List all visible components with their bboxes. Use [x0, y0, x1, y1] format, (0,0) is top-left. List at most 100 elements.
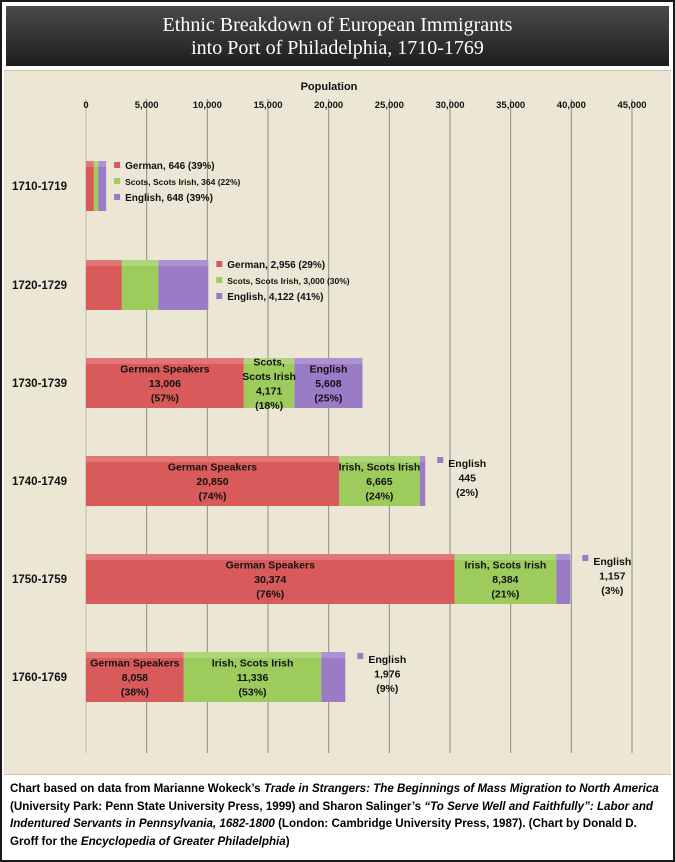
- footnote-title-3: Encyclopedia of Greater Philadelphia: [80, 834, 286, 848]
- bar-highlight: [86, 456, 426, 462]
- data-label: 13,006: [149, 378, 181, 390]
- footnote-title-1: Trade in Strangers: The Beginnings of Ma…: [263, 782, 659, 795]
- bar-segment-german: [86, 456, 339, 506]
- chart-svg: Population 0 5,000 10,000 15,000 20,000 25,000…: [12, 81, 647, 753]
- data-label: Scots Irish: [242, 371, 296, 383]
- bar-segment-scots-irish: [93, 161, 99, 211]
- category-label: 1750-1759: [12, 574, 67, 586]
- data-label: German Speakers: [120, 364, 209, 376]
- bar-highlight: [86, 358, 363, 364]
- chart-title-line-1: Ethnic Breakdown of European Immigrants: [162, 14, 513, 36]
- bar-segment-german: [86, 554, 455, 604]
- category-label: 1730-1739: [12, 378, 67, 390]
- data-label: English: [593, 556, 631, 568]
- x-tick-label: 10,000: [193, 100, 222, 111]
- footnote-title-2: “To Serve Well and Faithfully”: Labor an…: [10, 799, 654, 831]
- x-axis-title: Population: [301, 81, 358, 93]
- data-label: 5,608: [315, 378, 341, 390]
- data-label: 6,665: [366, 476, 392, 488]
- footnote-text-2: (University Park: Penn State University …: [10, 799, 425, 813]
- data-label: (21%): [491, 589, 519, 601]
- data-label: (3%): [601, 585, 623, 597]
- legend-label: English, 4,122 (41%): [227, 292, 323, 303]
- x-tick-label: 15,000: [253, 100, 282, 111]
- legend-label: German, 646 (39%): [125, 161, 215, 172]
- bar-highlight: [86, 554, 571, 560]
- legend-swatch: [114, 194, 121, 200]
- data-label: 20,850: [196, 476, 228, 488]
- bar-segment-english: [321, 652, 346, 702]
- footnote-text-4: ): [285, 834, 290, 848]
- legend-swatch: [114, 162, 121, 168]
- x-tick-label: 20,000: [314, 100, 343, 111]
- legend-swatch: [216, 261, 223, 267]
- data-label: (18%): [255, 400, 283, 412]
- data-label: English: [309, 364, 347, 376]
- data-label: 8,384: [492, 574, 518, 586]
- data-label: German Speakers: [168, 462, 257, 474]
- data-label: (38%): [121, 687, 149, 699]
- x-tick-label: 0: [83, 100, 88, 111]
- data-label: 4,171: [256, 385, 282, 397]
- bar-segment-german: [86, 161, 94, 211]
- data-label: (25%): [314, 393, 342, 405]
- legend-label: German, 2,956 (29%): [227, 260, 325, 271]
- bar-segment-scots-irish: [121, 260, 159, 310]
- legend-swatch: [582, 555, 589, 561]
- source-footnote: Chart based on data from Marianne Wokeck…: [10, 780, 666, 850]
- bar-segment-english: [556, 554, 571, 604]
- data-label: (57%): [151, 393, 179, 405]
- chart-title-line-2: into Port of Philadelphia, 1710-1769: [191, 37, 484, 59]
- data-label: 8,058: [122, 672, 148, 684]
- bar-segment-english: [419, 456, 426, 506]
- bar-segment-english: [158, 260, 209, 310]
- data-label: Irish, Scots Irish: [465, 560, 547, 572]
- data-label: (24%): [365, 491, 393, 503]
- legend-swatch: [437, 457, 444, 463]
- x-tick-label: 5,000: [135, 100, 159, 111]
- category-label: 1740-1749: [12, 476, 67, 488]
- data-label: Irish, Scots Irish: [339, 462, 421, 474]
- data-label: (74%): [198, 491, 226, 503]
- footnote-text-3: (London: Cambridge University Press, 198…: [10, 817, 637, 848]
- bar-segment-scots-irish: [338, 456, 420, 506]
- legend-swatch: [114, 178, 121, 184]
- legend-label: Scots, Scots Irish, 3,000 (30%): [227, 276, 350, 286]
- data-label: (2%): [456, 487, 478, 499]
- data-label: 1,157: [599, 571, 625, 583]
- data-label: English: [368, 654, 406, 666]
- data-label: 11,336: [237, 672, 269, 684]
- bar-segment-scots-irish: [243, 358, 295, 408]
- data-label: Scots,: [253, 356, 285, 368]
- bar-highlight: [86, 260, 209, 266]
- bar-highlight: [86, 161, 107, 167]
- x-tick-label: 35,000: [496, 100, 525, 111]
- data-label: German Speakers: [226, 560, 315, 572]
- x-tick-label: 25,000: [375, 100, 404, 111]
- data-label: 30,374: [254, 574, 286, 586]
- legend-label: English, 648 (39%): [125, 193, 213, 204]
- legend-swatch: [216, 277, 223, 283]
- x-tick-label: 45,000: [617, 100, 646, 111]
- legend-swatch: [216, 293, 223, 299]
- category-label: 1760-1769: [12, 672, 67, 684]
- bar-highlight: [86, 652, 346, 658]
- data-label: (76%): [256, 589, 284, 601]
- plot-panel: Population 0 5,000 10,000 15,000 20,000 25,000…: [4, 70, 671, 775]
- bar-segment-scots-irish: [454, 554, 557, 604]
- bar-segment-english: [294, 358, 363, 408]
- bar-segment-english: [98, 161, 107, 211]
- bar-segment-german: [86, 652, 184, 702]
- data-label: 445: [458, 473, 476, 485]
- data-label: Irish, Scots Irish: [212, 658, 294, 670]
- category-label: 1710-1719: [12, 181, 67, 193]
- x-tick-label: 30,000: [435, 100, 464, 111]
- legend-label: Scots, Scots Irish, 364 (22%): [125, 177, 240, 187]
- x-tick-label: 40,000: [557, 100, 586, 111]
- data-label: English: [448, 458, 486, 470]
- data-label: 1,976: [374, 669, 400, 681]
- data-label: (9%): [376, 683, 398, 695]
- bar-segment-german: [86, 260, 122, 310]
- bar-segment-german: [86, 358, 244, 408]
